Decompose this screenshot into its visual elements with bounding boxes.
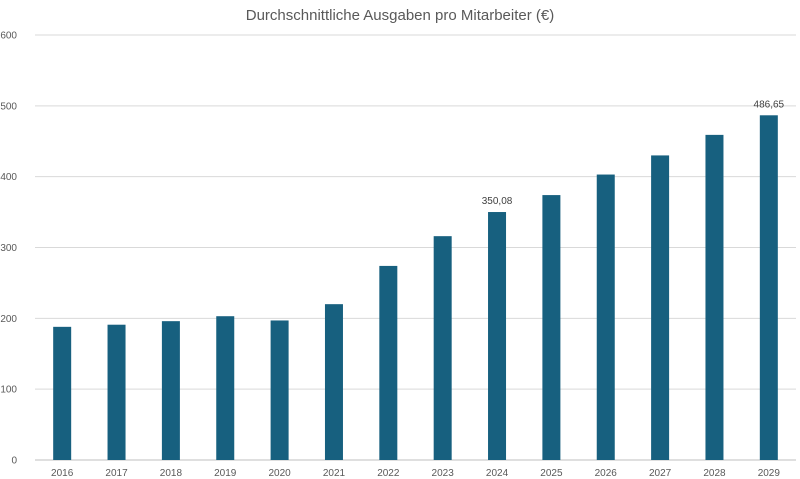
x-tick-label: 2026 [595,468,618,479]
y-tick-label: 500 [0,101,17,112]
gridlines [35,34,796,461]
x-tick-label: 2022 [377,468,400,479]
bar-2022 [379,265,398,460]
bar-2016 [53,326,72,460]
bar-2029 [759,115,778,460]
y-tick-label: 400 [0,172,17,183]
bar-2021 [324,304,343,460]
bar-2026 [596,174,615,460]
x-tick-label: 2021 [323,468,346,479]
x-tick-label: 2019 [214,468,237,479]
bar-2020 [270,320,289,460]
x-tick-label: 2020 [268,468,291,479]
data-label-2029: 486,65 [754,99,785,110]
bar-2024 [488,212,507,460]
chart-title: Durchschnittliche Ausgaben pro Mitarbeit… [246,7,554,24]
bar-2019 [216,316,235,460]
bar-2017 [107,324,126,460]
bar-2025 [542,195,561,461]
x-tick-label: 2029 [758,468,781,479]
x-axis-ticks: 2016 2017 2018 2019 2020 2021 2022 2023 2024 2025… [51,468,780,479]
x-tick-label: 2028 [703,468,726,479]
x-tick-label: 2027 [649,468,672,479]
bar-2023 [433,236,452,460]
y-tick-label: 600 [0,31,17,42]
x-tick-label: 2025 [540,468,563,479]
bar-2027 [651,155,670,460]
bar-2018 [161,321,180,460]
x-tick-label: 2017 [105,468,128,479]
bars [53,115,778,461]
data-label-2024: 350,08 [482,196,513,207]
x-tick-label: 2018 [160,468,183,479]
x-tick-label: 2024 [486,468,509,479]
x-tick-label: 2016 [51,468,74,479]
y-axis-ticks: 0 100 200 300 400 500 600 [0,31,17,467]
y-tick-label: 100 [0,385,17,396]
data-labels: 350,08 486,65 [482,99,785,207]
y-tick-label: 300 [0,243,17,254]
x-tick-label: 2023 [432,468,455,479]
y-tick-label: 200 [0,314,17,325]
y-tick-label: 0 [11,456,17,467]
bar-2028 [705,134,724,460]
